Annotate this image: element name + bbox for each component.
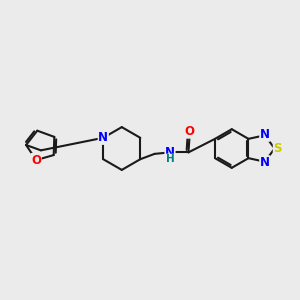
Text: H: H <box>166 154 175 164</box>
Text: N: N <box>98 131 108 144</box>
Text: N: N <box>165 146 175 159</box>
Text: N: N <box>260 156 270 169</box>
Text: O: O <box>31 154 41 166</box>
Text: O: O <box>184 125 195 138</box>
Text: S: S <box>273 142 282 155</box>
Text: N: N <box>260 128 270 141</box>
